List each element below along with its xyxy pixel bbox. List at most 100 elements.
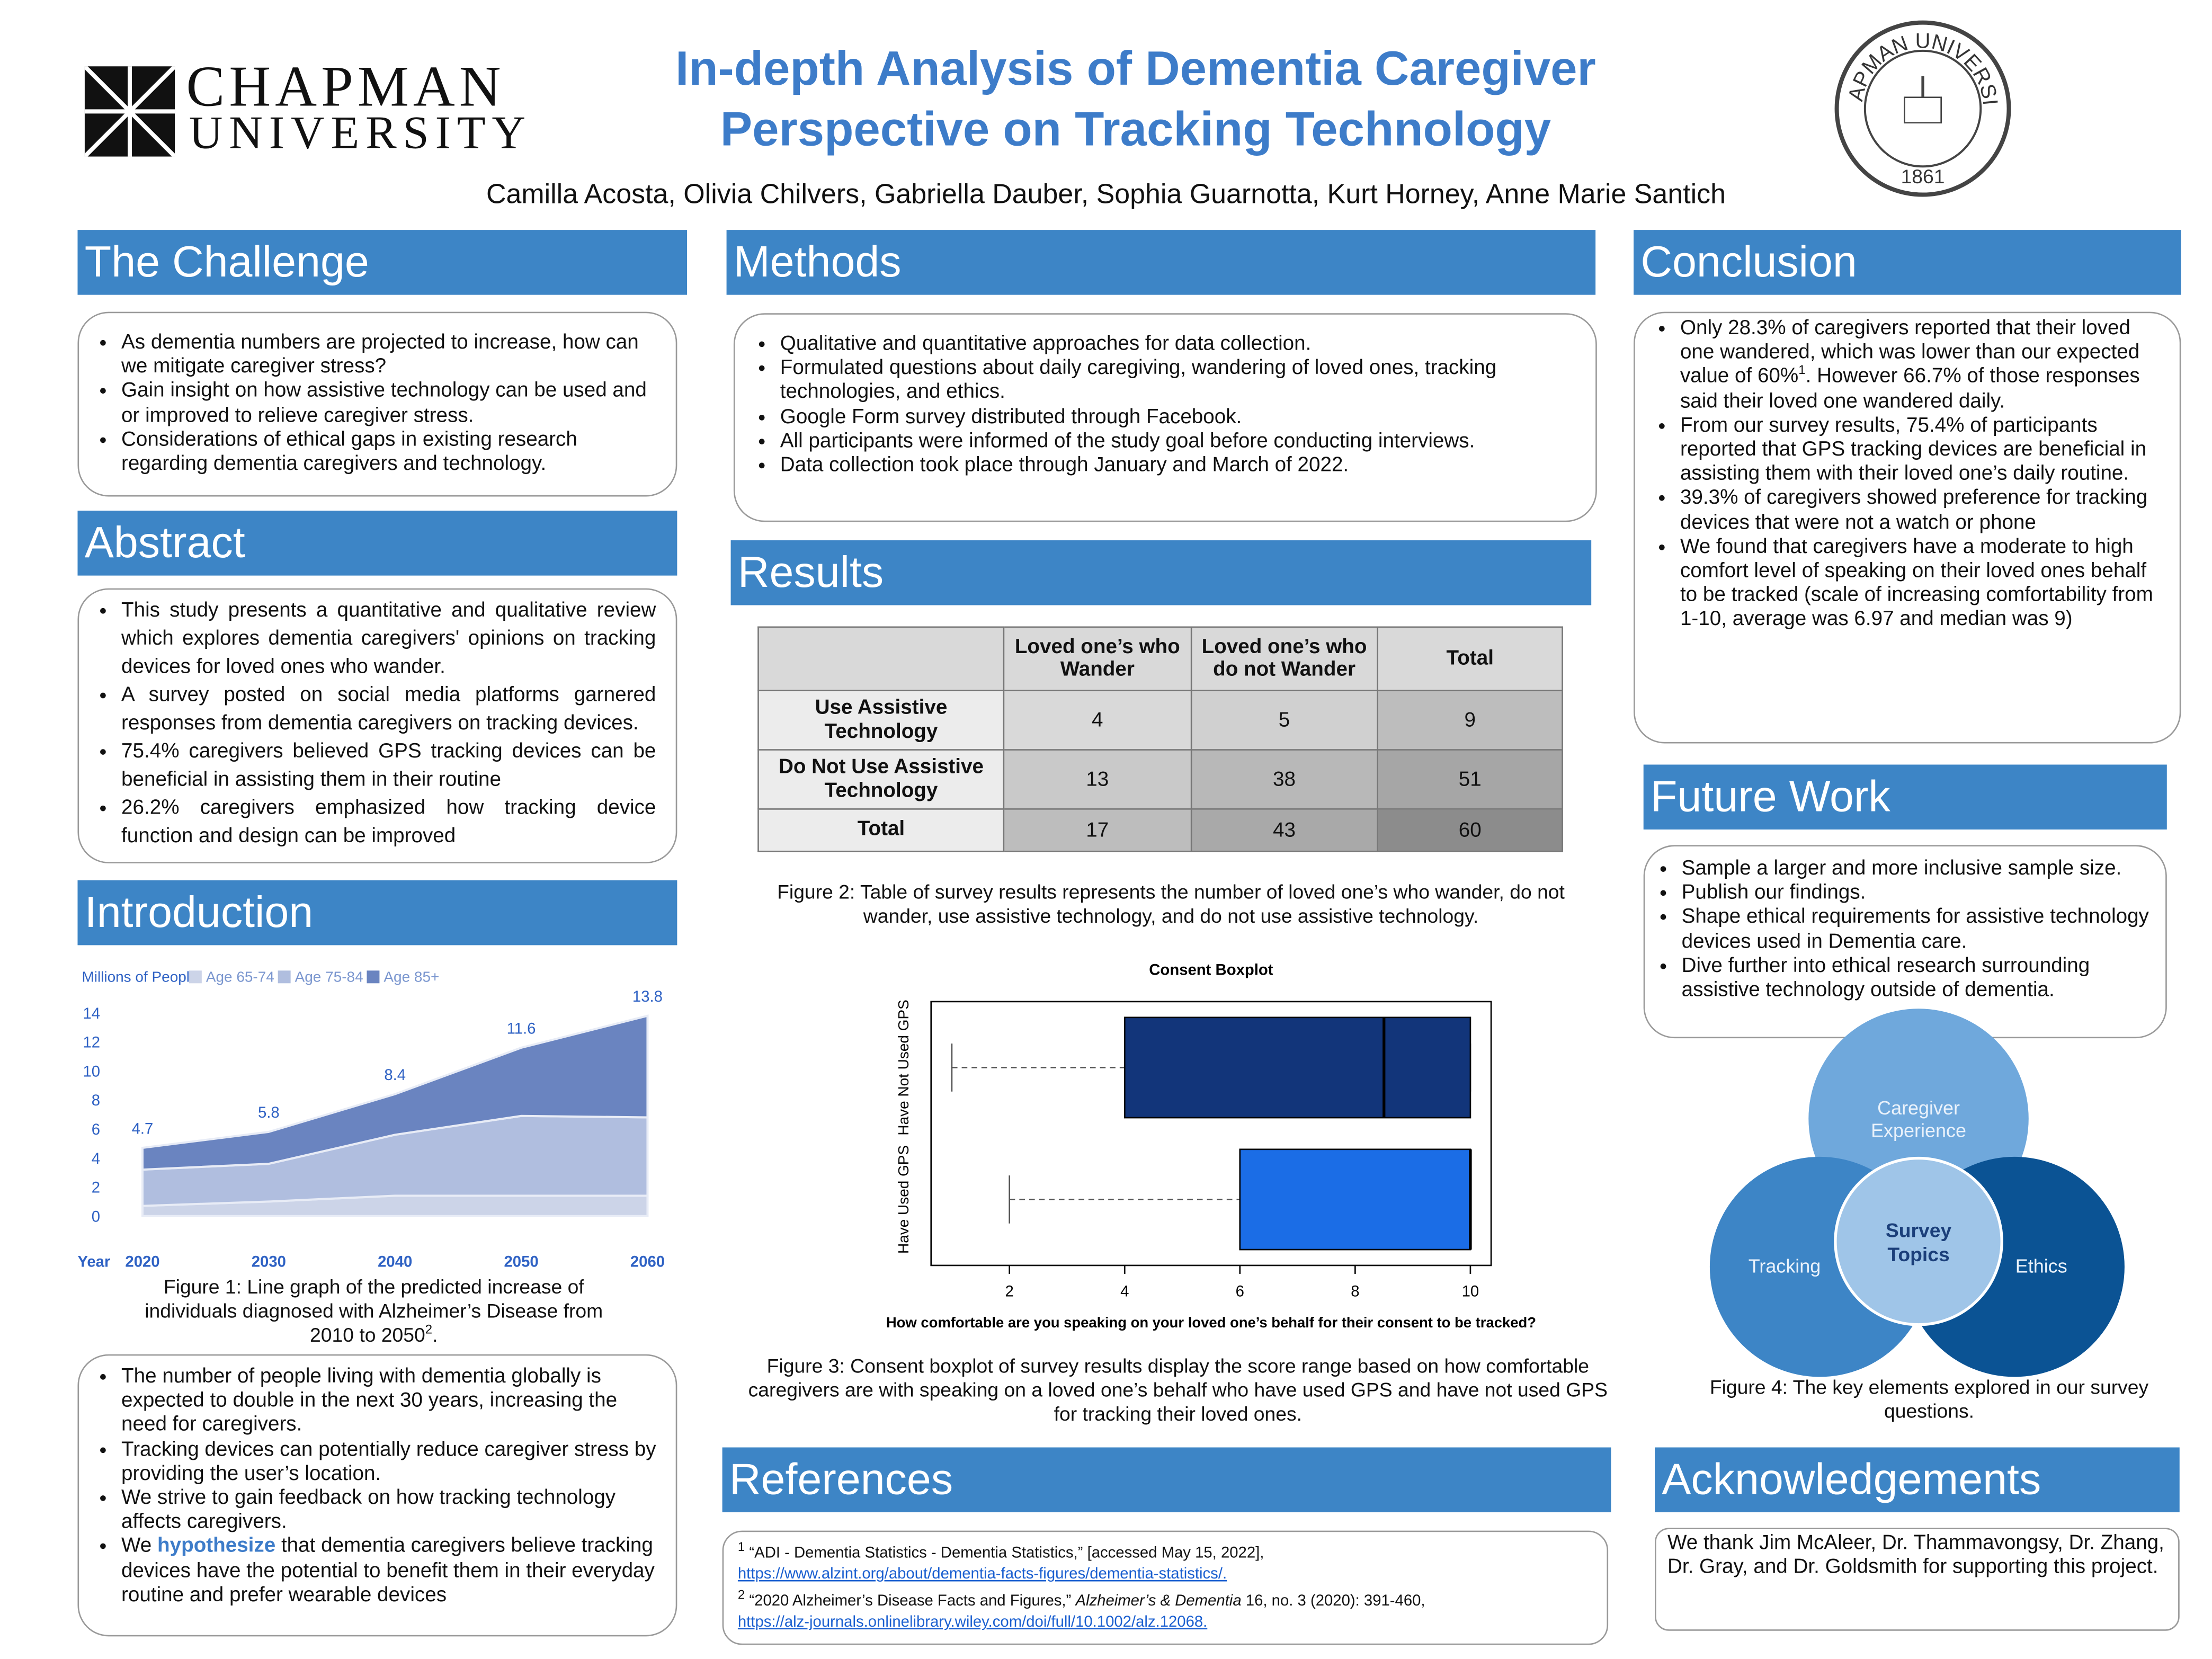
text-sup: 1 [1798, 363, 1806, 378]
text: Considerations of ethical gaps in existi… [121, 429, 577, 476]
poster-title: Perspective on Tracking Technology [720, 103, 1551, 157]
acknowledgements-box: We thank Jim McAleer, Dr. Thammavongsy, … [1655, 1528, 2180, 1631]
bullet: Shape ethical requirements for assistive… [1682, 906, 2154, 955]
row-header: Use Assistive Technology [757, 690, 1005, 751]
section-heading: Future Work [1643, 764, 2167, 830]
figure-caption: Figure 3: Consent boxplot of survey resu… [748, 1354, 1608, 1425]
x-tick-label: 8 [1351, 1283, 1359, 1300]
text-sup: 2 [425, 1322, 433, 1337]
table-cell: 13 [1003, 749, 1192, 810]
text: The number of people living with dementi… [121, 1366, 618, 1437]
bullet: Tracking devices can potentially reduce … [121, 1438, 659, 1487]
bullet: We found that caregivers have a moderate… [1680, 536, 2165, 633]
table-cell: 60 [1377, 808, 1563, 852]
x-tick-label: 2030 [252, 1253, 286, 1271]
box [1239, 1148, 1471, 1251]
conclusion-box: Only 28.3% of caregivers reported that t… [1634, 311, 2181, 744]
y-tick-label: 4 [92, 1150, 100, 1167]
section-heading: References [722, 1447, 1611, 1513]
y-tick-label: 0 [92, 1208, 100, 1225]
y-tick-label: 8 [92, 1092, 100, 1109]
x-tick-label: 2020 [125, 1253, 159, 1271]
bullet: 75.4% caregivers believed GPS tracking d… [121, 738, 656, 795]
venn-label: Caregiver Experience [1871, 1098, 1966, 1141]
area-band [141, 1014, 649, 1171]
venn-diagram [1709, 1009, 2125, 1377]
text-text2: 16, no. 3 (2020): 391-460, [1245, 1592, 1425, 1610]
data-label: 8.4 [384, 1066, 406, 1084]
text: We found that caregivers have a moderate… [1680, 536, 2153, 631]
text: 26.2% caregivers emphasized how tracking… [121, 797, 656, 848]
bullet: From our survey results, 75.4% of partic… [1680, 415, 2165, 487]
row-header: Do Not Use Assistive Technology [757, 749, 1005, 810]
bullet-list: Qualitative and quantitative approaches … [744, 333, 1582, 479]
x-axis-label: How comfortable are you speaking on your… [886, 1314, 1536, 1331]
text: A survey posted on social media platform… [121, 684, 656, 735]
figure-caption: Figure 4: The key elements explored in o… [1709, 1375, 2149, 1422]
bullet-list: Only 28.3% of caregivers reported that t… [1644, 317, 2165, 633]
y-category-label: Have Not Used GPS [895, 1000, 912, 1135]
data-label: 4.7 [132, 1120, 154, 1137]
bullet-list: Sample a larger and more inclusive sampl… [1645, 858, 2154, 1003]
reference-link[interactable]: https://alz-journals.onlinelibrary.wiley… [737, 1613, 1208, 1631]
text-after: that dementia caregivers believe trackin… [121, 1535, 655, 1607]
section-heading: The Challenge [77, 230, 688, 295]
text: Qualitative and quantitative approaches … [780, 333, 1312, 356]
future-work-box: Sample a larger and more inclusive sampl… [1643, 845, 2167, 1039]
bullet-list: This study presents a quantitative and q… [85, 597, 656, 851]
logo-word: UNIVERSITY [189, 109, 532, 159]
venn-label: Ethics [2015, 1255, 2067, 1277]
text: Shape ethical requirements for assistive… [1681, 906, 2149, 953]
text: Google Form survey distributed through F… [780, 405, 1242, 429]
bullet: Data collection took place through Janua… [780, 454, 1582, 479]
y-tick-label: 6 [92, 1121, 100, 1138]
section-heading: Acknowledgements [1655, 1447, 2180, 1513]
bullet: Considerations of ethical gaps in existi… [121, 429, 662, 477]
logo-icon [84, 66, 175, 157]
table-cell: 4 [1003, 690, 1192, 751]
table-row: Total 17 43 60 [757, 808, 1563, 852]
text: Data collection took place through Janua… [780, 454, 1349, 477]
x-tick-label: 2050 [504, 1253, 539, 1271]
challenge-box: As dementia numbers are projected to inc… [77, 311, 677, 497]
y-tick-label: 10 [83, 1063, 101, 1080]
x-tick-label: 10 [1462, 1283, 1479, 1300]
column-header: Loved one’s who Wander [1003, 626, 1192, 692]
bullet: Google Form survey distributed through F… [780, 406, 1582, 430]
text-sup: 1 [737, 1539, 745, 1554]
seal: CHAPMAN UNIVERSITY 1861 [1834, 20, 2011, 197]
table-row: Do Not Use Assistive Technology 13 38 51 [757, 749, 1563, 810]
y-tick-label: 14 [83, 1005, 101, 1022]
text: Dive further into ethical research surro… [1681, 955, 2090, 1002]
reference: 2 “2020 Alzheimer’s Disease Facts and Fi… [737, 1588, 1593, 1634]
table-cell: 9 [1377, 690, 1563, 751]
y-category-label: Have Used GPS [895, 1145, 912, 1254]
bullet: The number of people living with dementi… [121, 1366, 659, 1438]
section-heading: Abstract [77, 511, 677, 576]
reference-link[interactable]: https://www.alzint.org/about/dementia-fa… [737, 1566, 1227, 1583]
text-text: Figure 1: Line graph of the predicted in… [145, 1275, 603, 1346]
x-tick-label: 6 [1236, 1283, 1244, 1300]
corner-cell [757, 626, 1005, 692]
bullet: Publish our findings. [1682, 882, 2154, 906]
x-tick-label: 4 [1120, 1283, 1129, 1300]
text-emphasis: hypothesize [157, 1535, 276, 1558]
legend-swatch [189, 970, 202, 984]
seal-year: 1861 [1901, 165, 1945, 188]
table-cell: 17 [1003, 808, 1192, 852]
table-cell: 43 [1190, 808, 1379, 852]
chart-title: Consent Boxplot [1149, 961, 1273, 978]
box [1123, 1016, 1471, 1119]
x-tick-label: 2040 [378, 1253, 412, 1271]
text-after: . However 66.7% of those responses said … [1680, 365, 2140, 413]
header-row: Loved one’s who Wander Loved one’s who do… [757, 626, 1563, 692]
bullet: Dive further into ethical research surro… [1682, 955, 2154, 1004]
authors: Camilla Acosta, Olivia Chilvers, Gabriel… [486, 179, 1726, 210]
text: From our survey results, 75.4% of partic… [1680, 414, 2147, 486]
text: Tracking devices can potentially reduce … [121, 1438, 656, 1485]
text-text: “2020 Alzheimer’s Disease Facts and Figu… [749, 1592, 1072, 1610]
area-chart: Millions of People Age 65-74 Age 75-84 Age … [77, 969, 665, 1271]
data-label: 11.6 [507, 1020, 536, 1037]
bullet: We strive to gain feedback on how tracki… [121, 1487, 659, 1536]
